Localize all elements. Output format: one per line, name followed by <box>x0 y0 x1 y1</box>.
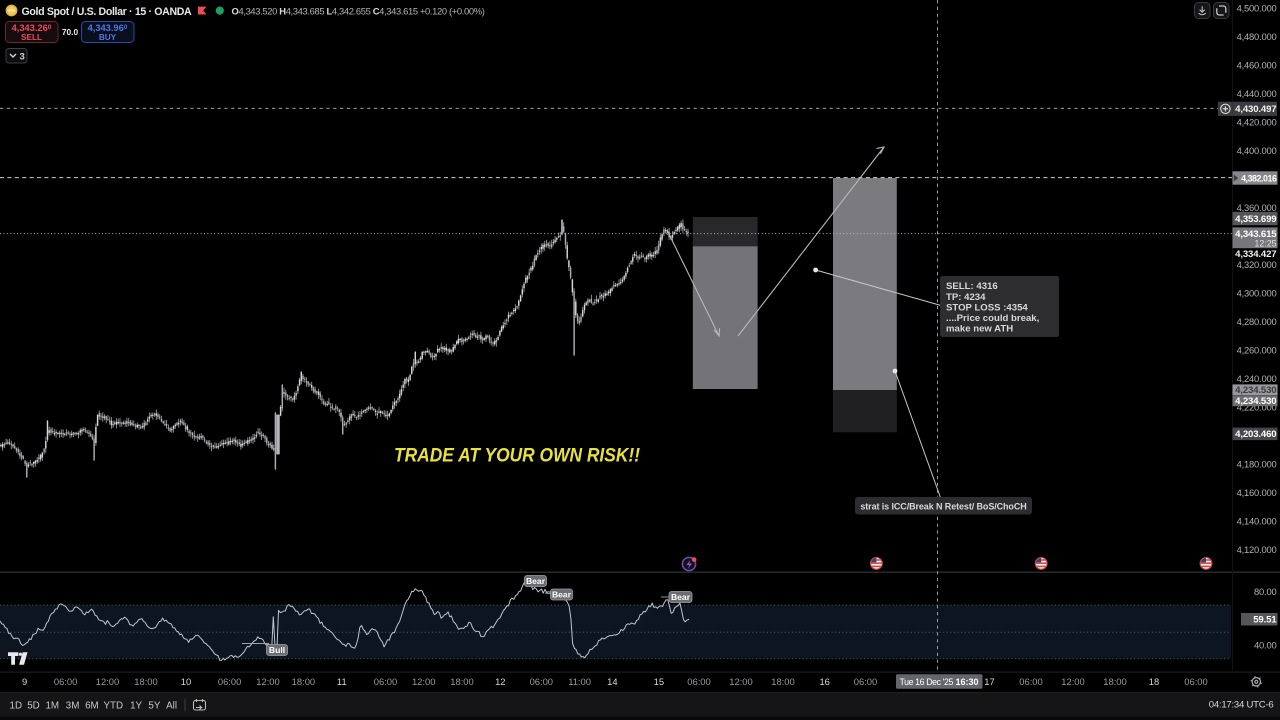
svg-text:4,500.000: 4,500.000 <box>1237 2 1277 13</box>
svg-text:40.00: 40.00 <box>1254 640 1276 651</box>
svg-text:11:00: 11:00 <box>568 676 591 687</box>
svg-text:3: 3 <box>20 52 25 63</box>
svg-text:make new ATH: make new ATH <box>946 324 1013 335</box>
svg-text:18:00: 18:00 <box>450 676 473 687</box>
svg-text:4,234.530: 4,234.530 <box>1235 385 1276 396</box>
svg-text:12:00: 12:00 <box>729 676 752 687</box>
svg-text:All: All <box>166 700 177 711</box>
svg-text:18:00: 18:00 <box>292 676 315 687</box>
svg-text:1D: 1D <box>10 700 23 711</box>
svg-text:18: 18 <box>1149 676 1159 687</box>
svg-text:70.0: 70.0 <box>62 27 79 37</box>
svg-text:06:00: 06:00 <box>374 676 397 687</box>
svg-text:4,334.427: 4,334.427 <box>1235 249 1276 260</box>
svg-text:Gold Spot / U.S. Dollar · 15 ·: Gold Spot / U.S. Dollar · 15 · OANDA <box>22 6 193 18</box>
svg-text:4,140.000: 4,140.000 <box>1237 515 1277 526</box>
svg-text:4,343.615: 4,343.615 <box>1235 229 1277 240</box>
svg-text:4,382.016: 4,382.016 <box>1241 173 1277 183</box>
svg-text:Bear: Bear <box>552 590 572 600</box>
svg-text:YTD: YTD <box>103 700 123 711</box>
svg-text:4,320.000: 4,320.000 <box>1237 259 1277 270</box>
svg-text:18:00: 18:00 <box>771 676 794 687</box>
svg-text:3M: 3M <box>66 700 80 711</box>
svg-text:15: 15 <box>654 676 664 687</box>
svg-text:59.51: 59.51 <box>1253 615 1277 626</box>
svg-text:17: 17 <box>984 676 994 687</box>
svg-text:TRADE AT YOUR OWN RISK!!: TRADE AT YOUR OWN RISK!! <box>394 445 640 467</box>
svg-text:80.00: 80.00 <box>1254 586 1276 597</box>
svg-text:16:30: 16:30 <box>955 677 978 687</box>
svg-text:4,353.699: 4,353.699 <box>1235 214 1276 225</box>
svg-text:11: 11 <box>337 676 347 687</box>
svg-text:Tue 16 Dec '25: Tue 16 Dec '25 <box>900 677 954 687</box>
svg-text:5D: 5D <box>27 700 40 711</box>
svg-text:4,120.000: 4,120.000 <box>1237 544 1277 555</box>
svg-text:06:00: 06:00 <box>54 676 77 687</box>
svg-text:STOP LOSS :4354: STOP LOSS :4354 <box>946 302 1028 313</box>
svg-text:4,180.000: 4,180.000 <box>1237 458 1277 469</box>
svg-text:06:00: 06:00 <box>854 676 877 687</box>
svg-text:12:00: 12:00 <box>256 676 279 687</box>
svg-text:06:00: 06:00 <box>1184 676 1207 687</box>
svg-text:Bear: Bear <box>671 592 691 602</box>
svg-text:12:25: 12:25 <box>1254 238 1276 248</box>
svg-text:18:00: 18:00 <box>1103 676 1126 687</box>
svg-text:4,280.000: 4,280.000 <box>1237 316 1277 327</box>
svg-text:18:00: 18:00 <box>134 676 157 687</box>
svg-text:Bull: Bull <box>269 645 285 655</box>
svg-text:4,160.000: 4,160.000 <box>1237 487 1277 498</box>
svg-text:....Price could break,: ....Price could break, <box>946 313 1040 324</box>
svg-text:TP: 4234: TP: 4234 <box>946 292 986 303</box>
svg-text:SELL: 4316: SELL: 4316 <box>946 281 998 292</box>
svg-text:06:00: 06:00 <box>530 676 553 687</box>
svg-text:06:00: 06:00 <box>687 676 710 687</box>
svg-text:4,343.260: 4,343.260 <box>12 23 52 33</box>
svg-text:06:00: 06:00 <box>1019 676 1042 687</box>
svg-text:12: 12 <box>495 676 505 687</box>
svg-text:9: 9 <box>22 676 27 687</box>
svg-text:12:00: 12:00 <box>1061 676 1084 687</box>
svg-text:4,203.460: 4,203.460 <box>1235 429 1276 440</box>
svg-text:6M: 6M <box>85 700 99 711</box>
svg-text:4,260.000: 4,260.000 <box>1237 344 1277 355</box>
svg-text:4,343.960: 4,343.960 <box>88 23 128 33</box>
svg-text:5Y: 5Y <box>148 700 160 711</box>
svg-text:BUY: BUY <box>99 33 117 42</box>
svg-text:4,240.000: 4,240.000 <box>1237 373 1277 384</box>
svg-text:4,300.000: 4,300.000 <box>1237 287 1277 298</box>
svg-text:4,430.497: 4,430.497 <box>1235 104 1276 115</box>
svg-text:1M: 1M <box>45 700 59 711</box>
svg-text:4,234.530: 4,234.530 <box>1235 396 1276 407</box>
svg-text:1Y: 1Y <box>130 700 142 711</box>
svg-text:O4,343.520 H4,343.685 L4,342.6: O4,343.520 H4,343.685 L4,342.655 C4,343.… <box>232 5 485 16</box>
svg-text:06:00: 06:00 <box>218 676 241 687</box>
svg-text:Bear: Bear <box>526 576 546 586</box>
svg-text:16: 16 <box>819 676 829 687</box>
svg-text:14: 14 <box>607 676 617 687</box>
svg-text:04:17:34 UTC-6: 04:17:34 UTC-6 <box>1209 699 1274 710</box>
svg-text:4,360.000: 4,360.000 <box>1237 202 1277 213</box>
svg-text:strat is ICC/Break N Retest/ B: strat is ICC/Break N Retest/ BoS/ChoCH <box>860 502 1026 512</box>
svg-text:4,460.000: 4,460.000 <box>1237 59 1277 70</box>
svg-text:10: 10 <box>181 676 191 687</box>
svg-text:12:00: 12:00 <box>412 676 435 687</box>
svg-text:4,420.000: 4,420.000 <box>1237 116 1277 127</box>
svg-text:12:00: 12:00 <box>96 676 119 687</box>
svg-text:4,480.000: 4,480.000 <box>1237 31 1277 42</box>
svg-text:4,440.000: 4,440.000 <box>1237 88 1277 99</box>
svg-text:4,400.000: 4,400.000 <box>1237 145 1277 156</box>
svg-text:4,220.000: 4,220.000 <box>1237 401 1277 412</box>
svg-text:SELL: SELL <box>21 33 42 42</box>
